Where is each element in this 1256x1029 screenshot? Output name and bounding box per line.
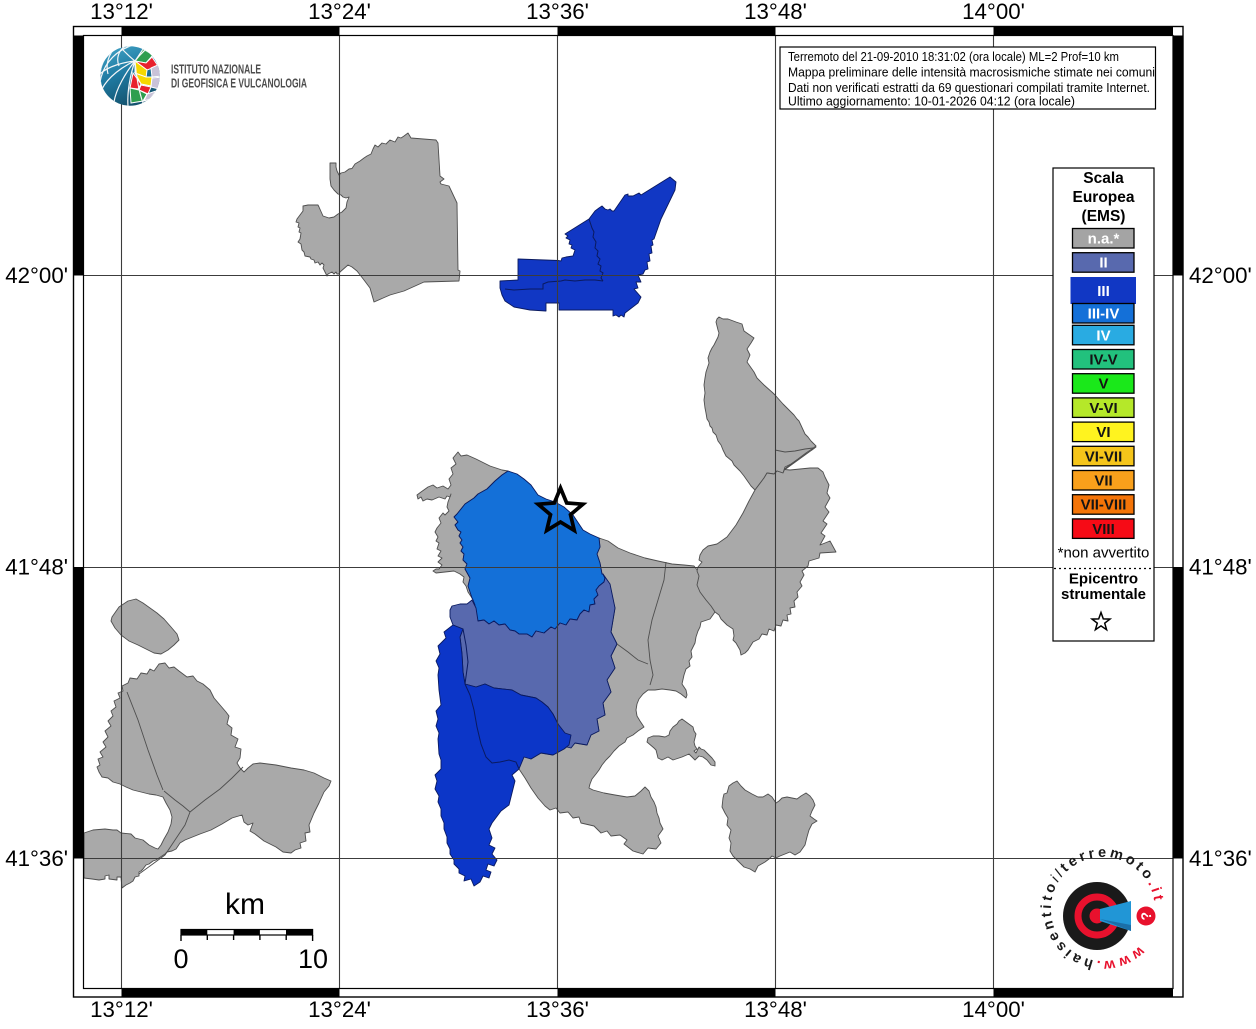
svg-text:n.a.*: n.a.* [1088, 231, 1120, 248]
svg-text:13°12': 13°12' [90, 997, 153, 1022]
svg-text:*non avvertito: *non avvertito [1058, 545, 1150, 562]
svg-text:41°36': 41°36' [5, 846, 68, 871]
svg-text:Epicentro: Epicentro [1069, 571, 1138, 588]
svg-text:VI: VI [1096, 424, 1110, 441]
svg-text:13°12': 13°12' [90, 0, 153, 24]
svg-text:Mappa preliminare delle intens: Mappa preliminare delle intensità macros… [788, 65, 1155, 80]
svg-text:13°24': 13°24' [308, 997, 371, 1022]
svg-text:10: 10 [298, 944, 328, 974]
svg-text:13°24': 13°24' [308, 0, 371, 24]
svg-text:0: 0 [173, 944, 188, 974]
svg-text:km: km [225, 888, 265, 921]
svg-text:strumentale: strumentale [1061, 586, 1146, 603]
svg-text:?: ? [1138, 911, 1155, 921]
svg-text:V: V [1098, 376, 1108, 393]
svg-text:VII-VIII: VII-VIII [1081, 497, 1127, 514]
svg-text:II: II [1099, 255, 1107, 272]
svg-text:14°00': 14°00' [962, 997, 1025, 1022]
svg-text:(EMS): (EMS) [1082, 208, 1126, 225]
svg-text:13°48': 13°48' [744, 997, 807, 1022]
svg-text:41°48': 41°48' [5, 555, 68, 580]
svg-text:41°36': 41°36' [1189, 846, 1252, 871]
svg-text:V-VI: V-VI [1089, 400, 1117, 417]
svg-text:Ultimo aggiornamento: 10-01-20: Ultimo aggiornamento: 10-01-2026 04:12 (… [788, 94, 1075, 109]
svg-text:41°48': 41°48' [1189, 555, 1252, 580]
svg-text:VIII: VIII [1092, 521, 1115, 538]
svg-text:IV: IV [1096, 327, 1110, 344]
svg-text:14°00': 14°00' [962, 0, 1025, 24]
svg-text:42°00': 42°00' [5, 263, 68, 288]
svg-text:13°48': 13°48' [744, 0, 807, 24]
svg-text:III: III [1097, 283, 1110, 300]
svg-text:VII: VII [1094, 473, 1112, 490]
svg-text:DI GEOFISICA E VULCANOLOGIA: DI GEOFISICA E VULCANOLOGIA [171, 77, 307, 91]
svg-text:IV-V: IV-V [1089, 352, 1117, 369]
svg-text:Dati non verificati estratti d: Dati non verificati estratti da 69 quest… [788, 80, 1150, 95]
svg-text:13°36': 13°36' [526, 0, 589, 24]
svg-text:ISTITUTO NAZIONALE: ISTITUTO NAZIONALE [171, 63, 261, 77]
svg-text:III-IV: III-IV [1088, 305, 1120, 322]
svg-text:Europea: Europea [1072, 189, 1134, 206]
svg-text:Terremoto del 21-09-2010 18:31: Terremoto del 21-09-2010 18:31:02 (ora l… [788, 49, 1119, 64]
svg-text:42°00': 42°00' [1189, 263, 1252, 288]
svg-text:Scala: Scala [1083, 170, 1124, 187]
svg-text:VI-VII: VI-VII [1085, 448, 1123, 465]
svg-text:13°36': 13°36' [526, 997, 589, 1022]
